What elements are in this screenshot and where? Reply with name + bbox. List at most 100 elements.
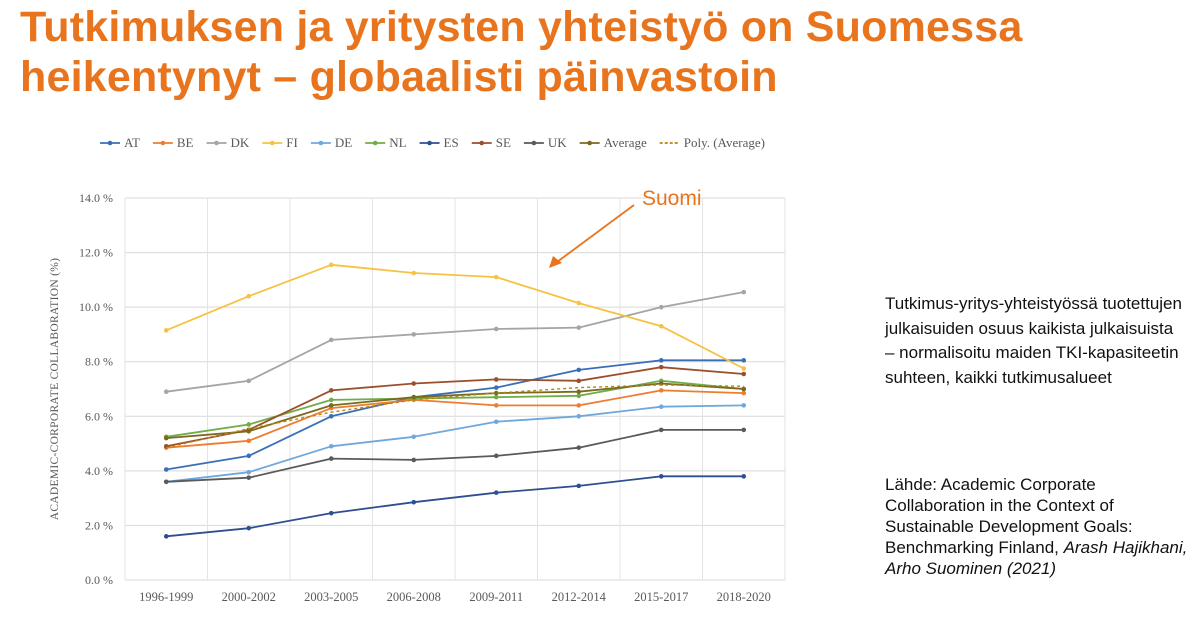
- source-citation: Lähde: Academic Corporate Collaboration …: [885, 474, 1195, 579]
- data-point: [411, 457, 417, 463]
- data-point: [658, 304, 664, 310]
- data-point: [576, 413, 582, 419]
- data-point: [493, 453, 499, 459]
- data-point: [493, 326, 499, 332]
- data-point: [163, 467, 169, 472]
- data-point: [246, 525, 252, 531]
- data-point: [576, 445, 582, 450]
- data-point: [246, 428, 252, 434]
- data-point: [328, 456, 334, 461]
- series-line-dk: [166, 291, 744, 393]
- x-tick-label: 2015-2017: [634, 590, 688, 604]
- y-tick-label: 6.0 %: [85, 409, 113, 423]
- y-tick-label: 2.0 %: [85, 518, 113, 532]
- data-point: [163, 389, 169, 395]
- annotation-arrow-line: [556, 204, 635, 263]
- data-point: [163, 435, 169, 441]
- data-point: [658, 427, 664, 433]
- data-point: [328, 403, 334, 408]
- y-tick-label: 14.0 %: [79, 191, 113, 205]
- data-point: [411, 270, 417, 276]
- slide-title: Tutkimuksen ja yritysten yhteistyö on Su…: [20, 2, 1022, 102]
- slide-title-line-2: heikentynyt – globaalisti päinvastoin: [20, 53, 778, 101]
- source-text: Lähde: Academic Corporate Collaboration …: [885, 475, 1133, 557]
- legend-item: NL: [365, 135, 407, 150]
- legend-marker: [479, 140, 485, 146]
- legend-item: BE: [152, 135, 194, 150]
- data-point: [163, 479, 169, 485]
- data-point: [741, 390, 747, 396]
- data-point: [576, 378, 582, 384]
- legend-marker: [427, 140, 432, 146]
- data-point: [493, 377, 499, 382]
- legend-marker: [214, 140, 219, 146]
- data-point: [741, 427, 747, 433]
- data-point: [246, 378, 252, 384]
- data-point: [328, 413, 334, 419]
- legend-label: DK: [231, 135, 250, 150]
- x-tick-label: 2000-2002: [222, 590, 276, 604]
- slide-title-line-1: Tutkimuksen ja yritysten yhteistyö on Su…: [20, 3, 1023, 51]
- series-line-poly-average-: [166, 384, 744, 449]
- data-point: [246, 438, 252, 444]
- y-tick-label: 8.0 %: [85, 355, 113, 369]
- y-axis-label: ACADEMIC-CORPORATE COLLABORATION (%): [49, 258, 61, 521]
- data-point: [493, 394, 499, 400]
- data-point: [493, 403, 499, 408]
- legend-marker: [372, 140, 378, 146]
- data-point: [576, 403, 582, 408]
- data-point: [576, 367, 582, 373]
- data-point: [411, 381, 417, 386]
- data-point: [328, 337, 334, 343]
- data-point: [741, 289, 747, 295]
- data-point: [246, 293, 252, 299]
- chart-description: Tutkimus-yritys-yhteistyössä tuotettujen…: [885, 294, 1182, 387]
- data-point: [741, 371, 747, 377]
- data-point: [411, 332, 417, 337]
- legend-marker: [160, 140, 166, 146]
- x-tick-label: 2003-2005: [304, 590, 358, 604]
- series-line-fi: [165, 263, 745, 370]
- legend-item: FI: [262, 135, 298, 150]
- data-point: [576, 393, 582, 399]
- legend-item: AT: [100, 135, 140, 150]
- annotation-label: Suomi: [642, 187, 702, 210]
- data-point: [576, 325, 582, 330]
- legend-label: BE: [177, 135, 194, 150]
- legend-item: SE: [471, 135, 511, 150]
- data-point: [493, 490, 499, 495]
- legend-marker: [587, 140, 592, 146]
- data-point: [493, 419, 499, 425]
- data-point: [658, 404, 664, 410]
- x-tick-label: 2009-2011: [469, 590, 523, 604]
- x-tick-label: 1996-1999: [139, 590, 193, 604]
- data-point: [246, 475, 252, 480]
- data-point: [246, 469, 252, 475]
- legend-label: NL: [389, 135, 406, 150]
- data-point: [658, 388, 664, 393]
- data-point: [328, 388, 334, 393]
- data-point: [493, 274, 499, 280]
- y-tick-label: 0.0 %: [85, 573, 113, 587]
- data-point: [658, 323, 664, 329]
- series-line-de: [166, 404, 744, 483]
- data-point: [411, 499, 417, 505]
- collaboration-line-chart: 0.0 % 2.0 % 4.0 % 6.0 % 8.0 % 10.0 % 12.0 % 14.…: [49, 135, 786, 604]
- data-point: [328, 262, 334, 268]
- data-point: [163, 534, 169, 539]
- x-tick-label: 2012-2014: [552, 590, 607, 604]
- data-point: [411, 394, 417, 400]
- legend-label: UK: [548, 135, 567, 150]
- data-point: [741, 358, 747, 363]
- data-point: [658, 364, 664, 370]
- legend-item: Average: [579, 135, 647, 150]
- legend-marker: [318, 140, 324, 146]
- data-point: [576, 389, 582, 395]
- data-point: [411, 434, 417, 440]
- series-line-uk: [166, 428, 744, 483]
- legend-item: Poly. (Average): [659, 135, 765, 150]
- series-line-be: [166, 389, 744, 449]
- data-point: [493, 390, 499, 396]
- legend-label: Poly. (Average): [684, 135, 765, 150]
- data-point: [328, 397, 334, 403]
